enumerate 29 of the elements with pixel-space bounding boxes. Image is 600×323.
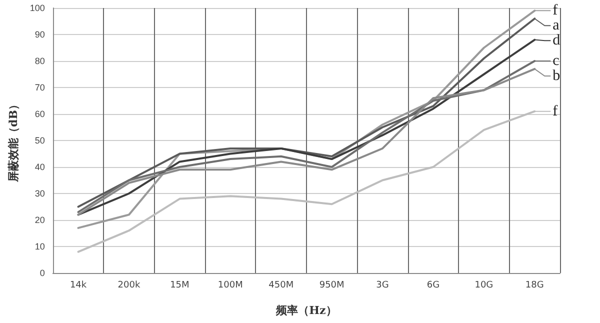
- legend-label: b: [552, 68, 560, 84]
- x-tick-label: 450M: [268, 280, 294, 290]
- x-tick-label: 950M: [319, 280, 344, 290]
- y-tick-label: 100: [30, 3, 45, 13]
- legend-label: c: [552, 53, 560, 69]
- x-tick-label: 15M: [170, 280, 190, 290]
- y-tick-label: 0: [40, 268, 45, 278]
- legend-label: f: [552, 103, 558, 120]
- y-tick-label: 70: [34, 82, 45, 92]
- x-tick-label: 100M: [218, 280, 243, 290]
- x-tick-label: 200k: [118, 280, 141, 290]
- y-tick-label: 20: [34, 215, 45, 225]
- y-tick-label: 40: [34, 162, 45, 172]
- legend-label: f: [552, 2, 558, 19]
- x-tick-label: 6G: [426, 280, 440, 290]
- legend-label: d: [552, 32, 561, 49]
- y-tick-label: 10: [34, 242, 45, 252]
- y-tick-label: 60: [34, 109, 45, 119]
- y-tick-label: 90: [34, 30, 45, 40]
- y-axis-title: 屏蔽效能（dB）: [7, 99, 20, 183]
- y-tick-label: 50: [34, 136, 45, 146]
- x-tick-label: 18G: [525, 280, 544, 290]
- y-tick-label: 80: [34, 56, 45, 66]
- x-tick-label: 14k: [70, 280, 88, 290]
- x-axis-title: 频率（Hz）: [275, 304, 337, 317]
- x-tick-label: 10G: [474, 280, 494, 290]
- x-tick-label: 3G: [376, 280, 389, 290]
- y-tick-label: 30: [34, 188, 45, 198]
- legend-label: a: [552, 18, 560, 34]
